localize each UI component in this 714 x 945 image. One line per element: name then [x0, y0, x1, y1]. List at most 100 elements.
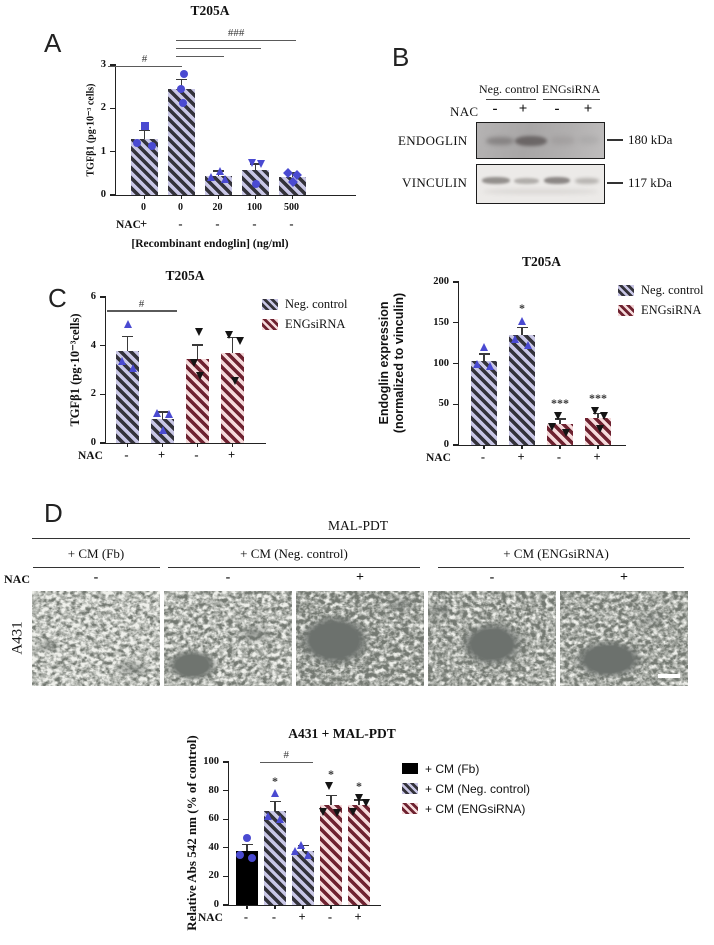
- legend-label: + CM (Fb): [425, 761, 480, 776]
- micro-gap-overlay: [296, 591, 424, 686]
- error-bar: [231, 338, 234, 353]
- data-point-triangle-down: [600, 411, 608, 420]
- y-tick-label: 200: [433, 276, 449, 287]
- nac-row-label: NAC: [116, 219, 141, 231]
- data-point-triangle-down: [189, 358, 198, 367]
- legend-item: Neg. control: [262, 297, 347, 311]
- micro-image-3: [296, 591, 424, 686]
- data-point-triangle-up: [123, 319, 132, 328]
- bar: [221, 352, 244, 443]
- micro-gap-overlay: [164, 591, 292, 686]
- y-tick-label: 2: [90, 388, 96, 400]
- cm-group-underline: [168, 567, 420, 568]
- x-category-label: 0: [141, 202, 146, 213]
- y-tick-label: 20: [208, 870, 220, 882]
- nac-symbol: +: [139, 217, 148, 231]
- bar: [292, 850, 314, 905]
- y-tick-label: 0: [443, 439, 449, 450]
- nac-symbol-row: - + - +: [458, 451, 625, 465]
- micro-image-2: [164, 591, 292, 686]
- error-bar: [483, 354, 485, 362]
- data-point-triangle-up: [304, 850, 312, 859]
- nac-symbol: +: [298, 910, 306, 924]
- nac-symbol: -: [480, 450, 486, 464]
- y-tick-mark: [100, 296, 106, 298]
- panel-b-blot: Neg. control ENGsiRNA NAC - + - + ENDOGL…: [390, 40, 714, 215]
- panel-label-b: B: [392, 42, 410, 72]
- plot-area: 0 2 4 6 #: [91, 291, 266, 448]
- data-point-circle: [248, 853, 256, 862]
- x-tick-mark: [126, 443, 129, 447]
- y-tick-mark: [223, 761, 229, 763]
- micro-image-4: [428, 591, 556, 686]
- legend-label: Neg. control: [641, 283, 704, 297]
- chart-title: A431 + MAL-PDT: [288, 726, 396, 741]
- y-tick-label: 6: [90, 291, 96, 302]
- cm-group-underline: [33, 567, 160, 568]
- chart-title: T205A: [521, 254, 561, 269]
- treatment-underline: [32, 538, 690, 539]
- significance-stars: ***: [551, 396, 569, 411]
- x-tick-mark: [143, 195, 146, 199]
- cm-group-engsirna: + CM (ENGsiRNA): [503, 546, 609, 561]
- nac-symbol-row: + - - - -: [115, 218, 355, 232]
- legend: + CM (Fb) + CM (Neg. control) + CM (ENGsiR…: [402, 762, 530, 822]
- chart-title: T205A: [190, 3, 230, 18]
- data-point-square: [140, 121, 149, 130]
- blot-group-underline: [486, 99, 536, 100]
- panel-d-chart: A431 + MAL-PDT Relative Abs 542 nm (% of…: [140, 712, 610, 945]
- panel-label-a: A: [44, 28, 62, 58]
- bar: [471, 361, 497, 445]
- y-tick-mark: [453, 444, 459, 446]
- data-point-triangle-up: [152, 408, 161, 417]
- nac-symbol: -: [194, 448, 199, 462]
- data-point-triangle-down: [554, 412, 562, 421]
- cm-group-fb: + CM (Fb): [67, 546, 125, 561]
- significance-bracket: [259, 762, 313, 764]
- y-tick-mark: [453, 322, 459, 324]
- bar: [264, 810, 286, 905]
- x-axis-label: [Recombinant endoglin] (ng/ml): [131, 238, 289, 250]
- y-tick-mark: [223, 847, 229, 849]
- legend: Neg. control ENGsiRNA: [618, 283, 704, 324]
- data-point-triangle-down: [195, 372, 204, 381]
- micro-gap-overlay: [32, 591, 160, 686]
- y-tick-mark: [453, 362, 459, 365]
- micro-image-1: [32, 591, 160, 686]
- data-point-triangle-up: [291, 846, 299, 855]
- y-tick-mark: [453, 403, 459, 405]
- error-bar: [196, 345, 199, 360]
- y-tick-mark: [223, 818, 229, 820]
- error-bar-cap: [192, 344, 203, 346]
- x-category-label: 100: [247, 202, 262, 213]
- significance-bracket: [175, 47, 262, 49]
- micro-gap-overlay: [560, 591, 688, 686]
- x-tick-mark: [180, 195, 183, 199]
- plot-area: 0 20 40 60 80 100 * * * #: [203, 750, 381, 910]
- nac-symbol: -: [271, 910, 277, 924]
- error-bar: [358, 800, 360, 805]
- kda-dash: [607, 182, 623, 184]
- significance-label: #: [141, 52, 148, 65]
- nac-symbol: +: [517, 450, 525, 464]
- plot-area: 0 50 100 150 200 * *** ***: [433, 276, 626, 450]
- x-tick-mark: [231, 443, 234, 447]
- x-tick-mark: [161, 443, 164, 447]
- error-bar-cap: [250, 163, 261, 165]
- y-tick-mark: [453, 281, 459, 283]
- y-tick-label: 50: [438, 398, 450, 410]
- nac-row-label: NAC: [426, 452, 451, 464]
- legend-label: + CM (Neg. control): [425, 781, 531, 796]
- cm-group-neg-control: + CM (Neg. control): [240, 546, 348, 561]
- error-bar: [143, 131, 146, 139]
- micro-image-5: [560, 591, 688, 686]
- error-bar: [559, 419, 561, 424]
- nac-symbol: -: [215, 217, 220, 231]
- significance-bracket: [107, 65, 182, 67]
- nac-symbol: +: [227, 448, 236, 462]
- legend-item: + CM (Neg. control): [402, 781, 531, 796]
- blot-band: [482, 177, 511, 184]
- y-tick-label: 60: [208, 813, 220, 825]
- x-tick-mark: [358, 905, 360, 909]
- error-bar: [274, 802, 276, 811]
